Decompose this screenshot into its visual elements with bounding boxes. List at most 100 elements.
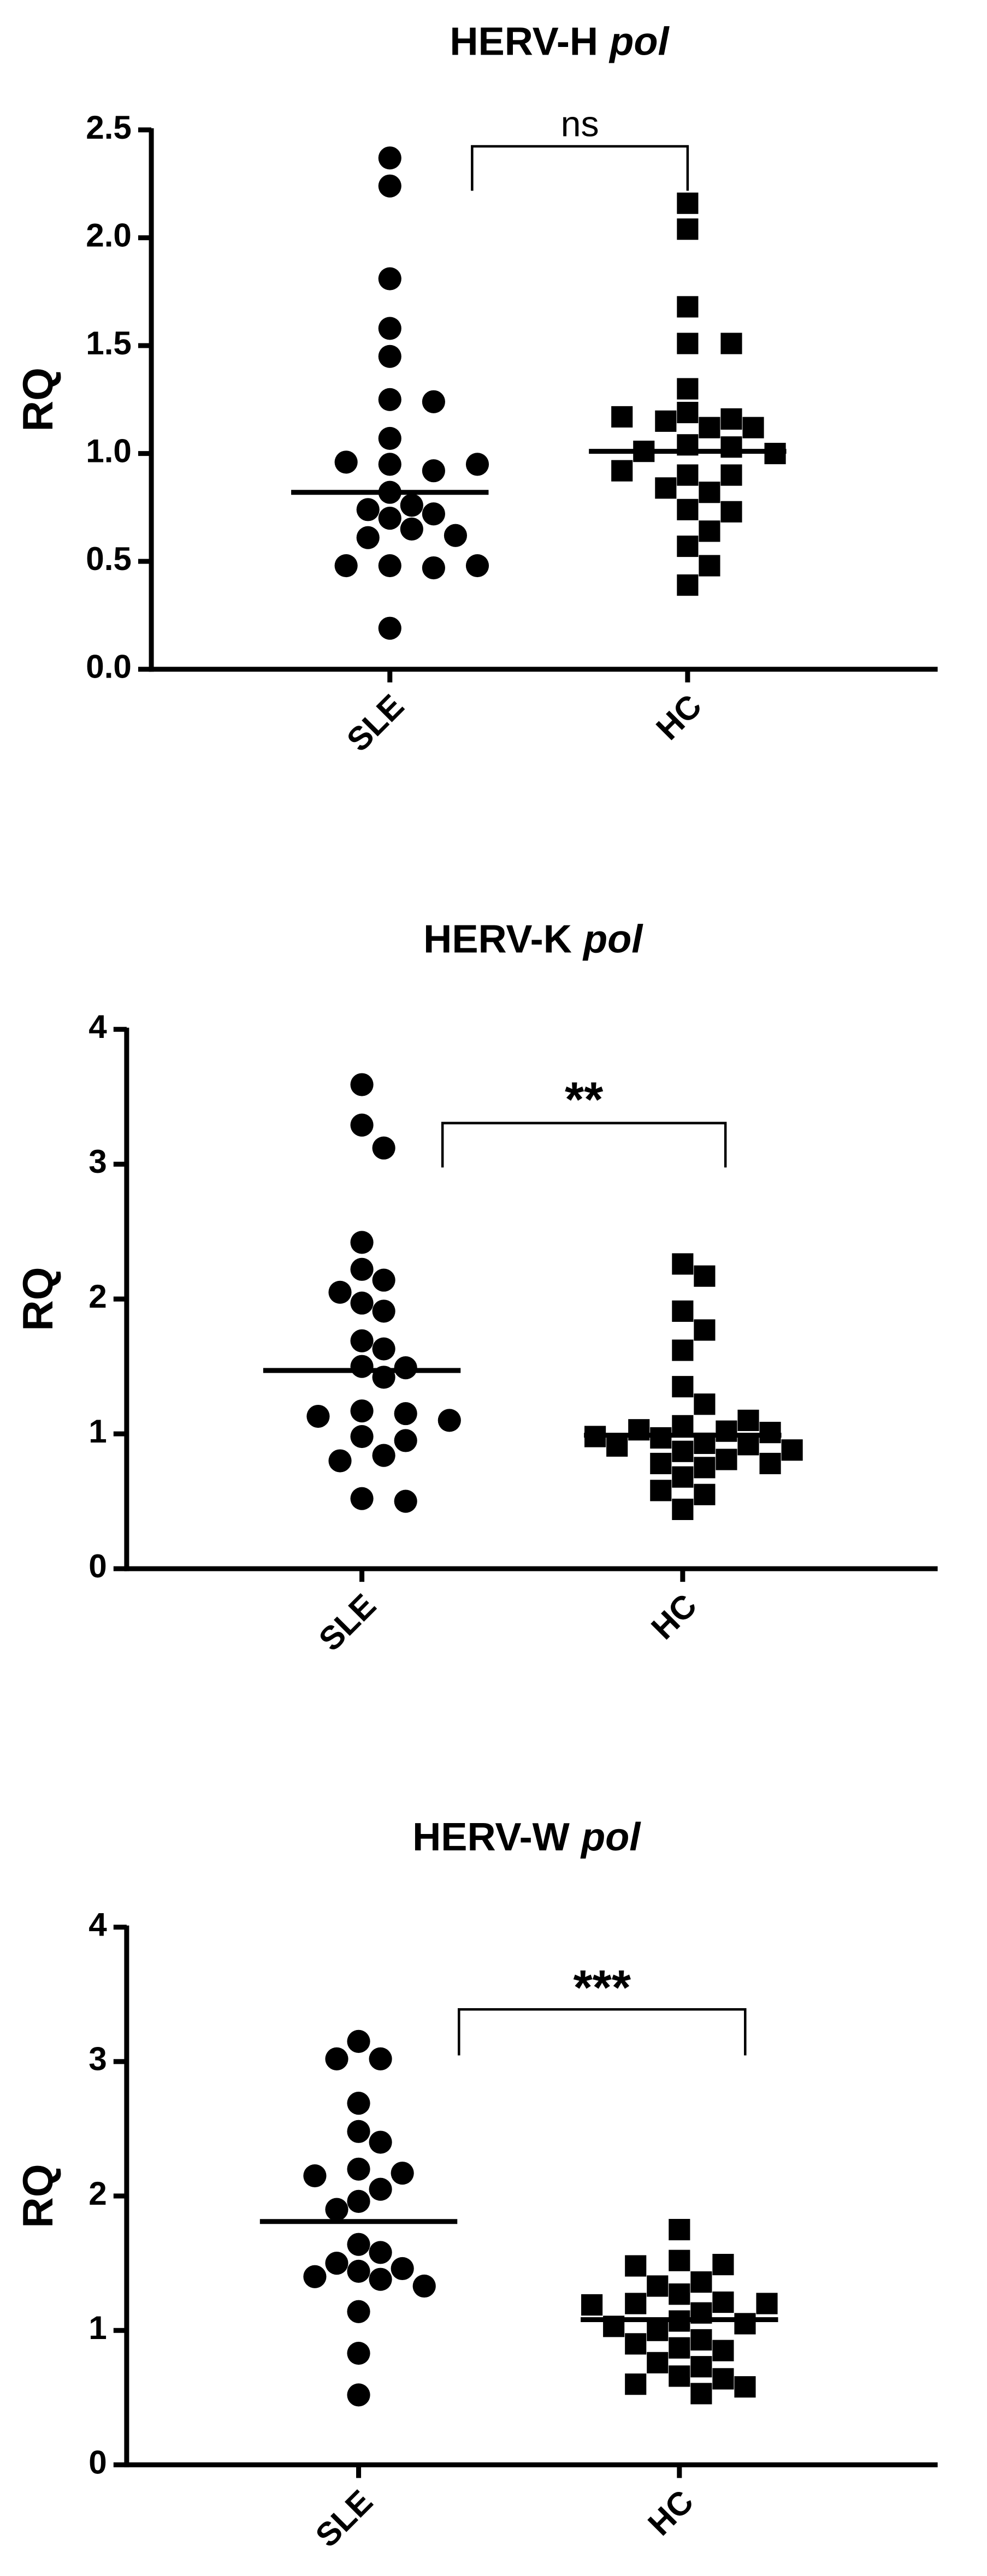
data-point bbox=[372, 1136, 395, 1160]
data-point bbox=[650, 1480, 672, 1501]
title-italic: pol bbox=[580, 1815, 641, 1859]
y-tick-label: 1.0 bbox=[86, 432, 132, 470]
data-point bbox=[369, 2047, 392, 2070]
x-tick-label: SLE bbox=[311, 1587, 383, 1658]
data-point bbox=[647, 2275, 669, 2297]
y-tick-label: 4 bbox=[88, 1008, 107, 1045]
data-point bbox=[334, 554, 358, 578]
data-point bbox=[720, 464, 742, 486]
data-point bbox=[350, 1355, 374, 1378]
data-point bbox=[465, 453, 489, 476]
data-point bbox=[369, 2268, 392, 2291]
chart-title: HERV-W pol bbox=[412, 1815, 641, 1859]
data-point bbox=[347, 2189, 370, 2213]
data-point bbox=[347, 2383, 370, 2407]
data-point bbox=[677, 401, 699, 424]
data-point bbox=[306, 1404, 330, 1428]
data-point bbox=[378, 267, 401, 290]
data-point bbox=[625, 2255, 647, 2277]
data-point bbox=[742, 417, 764, 438]
data-point bbox=[394, 1356, 417, 1380]
significance-bracket bbox=[457, 2008, 747, 2056]
data-point bbox=[694, 1319, 716, 1341]
data-point bbox=[677, 574, 699, 596]
data-point bbox=[378, 453, 401, 476]
data-point bbox=[581, 2294, 603, 2316]
data-point bbox=[672, 1498, 694, 1520]
data-point bbox=[712, 2291, 734, 2313]
data-point bbox=[720, 408, 742, 430]
data-point bbox=[611, 460, 633, 482]
data-point bbox=[347, 2233, 370, 2256]
data-point bbox=[350, 1291, 374, 1315]
data-point bbox=[444, 524, 468, 547]
data-point bbox=[677, 333, 699, 354]
data-point bbox=[672, 1253, 694, 1275]
data-point bbox=[334, 450, 358, 474]
significance-bracket bbox=[441, 1121, 727, 1168]
data-point bbox=[716, 1420, 737, 1442]
significance-label: *** bbox=[574, 1960, 631, 2015]
data-point bbox=[677, 296, 699, 318]
title-text: HERV-K bbox=[423, 918, 572, 961]
data-point bbox=[669, 2365, 690, 2387]
data-point bbox=[422, 390, 445, 413]
data-point bbox=[347, 2300, 370, 2323]
data-point bbox=[759, 1452, 781, 1475]
y-tick-label: 3 bbox=[88, 1143, 107, 1180]
y-axis-label: RQ bbox=[14, 367, 62, 431]
data-point bbox=[699, 555, 720, 577]
data-point bbox=[378, 345, 401, 368]
data-point bbox=[625, 2293, 647, 2314]
data-point bbox=[350, 1257, 374, 1281]
data-point bbox=[422, 459, 445, 483]
data-point bbox=[347, 2120, 370, 2143]
data-point bbox=[650, 1452, 672, 1475]
x-tick-label: HC bbox=[641, 2483, 701, 2543]
data-point bbox=[394, 1489, 417, 1513]
data-point bbox=[325, 2198, 348, 2221]
y-tick-label: 0 bbox=[88, 2443, 107, 2480]
data-point bbox=[350, 1399, 374, 1423]
data-point bbox=[672, 1466, 694, 1488]
data-point bbox=[422, 556, 445, 580]
data-point bbox=[611, 406, 633, 428]
y-tick-label: 0 bbox=[88, 1547, 107, 1584]
data-point bbox=[347, 2157, 370, 2181]
data-point bbox=[672, 1300, 694, 1322]
data-point bbox=[647, 2319, 669, 2341]
y-tick-label: 1.5 bbox=[86, 324, 132, 361]
data-point bbox=[369, 2241, 392, 2264]
data-point bbox=[677, 378, 699, 400]
title-text: HERV-H bbox=[450, 20, 598, 63]
data-point bbox=[781, 1439, 803, 1461]
data-point bbox=[378, 554, 401, 578]
data-point bbox=[677, 498, 699, 520]
data-point bbox=[378, 616, 401, 640]
data-point bbox=[625, 2333, 647, 2355]
data-point bbox=[369, 2130, 392, 2154]
data-point bbox=[350, 1487, 374, 1510]
data-point bbox=[378, 317, 401, 340]
significance-label: ns bbox=[561, 104, 599, 144]
y-tick-label: 0.5 bbox=[86, 540, 132, 577]
data-point bbox=[734, 2376, 756, 2398]
data-point bbox=[356, 526, 380, 549]
y-tick-label: 3 bbox=[88, 2040, 107, 2078]
data-point bbox=[378, 388, 401, 411]
data-point bbox=[438, 1409, 461, 1432]
data-point bbox=[347, 2259, 370, 2283]
data-point bbox=[606, 1435, 628, 1457]
data-point bbox=[347, 2341, 370, 2365]
data-point bbox=[647, 2352, 669, 2373]
data-point bbox=[350, 1073, 374, 1096]
data-point bbox=[378, 426, 401, 450]
data-point bbox=[465, 554, 489, 578]
data-point bbox=[378, 507, 401, 530]
chart-title: HERV-K pol bbox=[423, 918, 643, 961]
data-point bbox=[350, 1231, 374, 1254]
data-point bbox=[672, 1339, 694, 1361]
data-point bbox=[372, 1268, 395, 1292]
data-point bbox=[669, 2337, 690, 2359]
